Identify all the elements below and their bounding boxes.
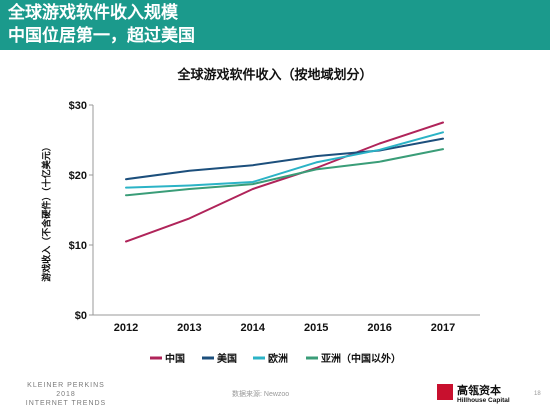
line-chart: $0 $10 $20 $30 2012 2013 2014 2015 2016 2017 中国 美国 欧… — [69, 100, 480, 365]
brand-line-3: INTERNET TRENDS — [25, 400, 107, 407]
x-tick-label: 2016 — [367, 322, 391, 334]
x-tick-label: 2017 — [431, 322, 455, 334]
page-number: 18 — [534, 391, 541, 397]
slide-title-line1: 全球游戏软件收入规模 — [8, 3, 178, 23]
x-tick-label: 2013 — [177, 322, 201, 334]
legend-label-2: 欧洲 — [268, 352, 288, 365]
slide-title-line2: 中国位居第一，超过美国 — [8, 26, 195, 46]
brand-line-1: KLEINER PERKINS — [27, 382, 105, 389]
y-tick-label: $0 — [75, 310, 87, 322]
y-tick-label: $20 — [69, 170, 87, 182]
hillhouse-logo-en: Hillhouse Capital — [457, 397, 510, 404]
series-line-1 — [125, 137, 444, 181]
hillhouse-logo-cn: 高瓴资本 — [457, 384, 501, 397]
series-line-0 — [125, 121, 444, 243]
y-tick-label: $30 — [69, 100, 87, 112]
y-tick-label: $10 — [69, 240, 87, 252]
series-line-2 — [125, 131, 444, 189]
legend-label-0: 中国 — [165, 352, 185, 365]
kleiner-perkins-brand: KLEINER PERKINS 2018 INTERNET TRENDS — [6, 381, 126, 408]
hillhouse-logo-mark — [437, 384, 453, 400]
legend-label-1: 美国 — [217, 352, 237, 365]
x-tick-label: 2012 — [114, 322, 138, 334]
brand-line-2: 2018 — [56, 391, 76, 398]
data-source: 数据来源: Newzoo — [232, 391, 290, 398]
legend-label-3: 亚洲（中国以外） — [321, 352, 401, 365]
series-line-3 — [125, 148, 444, 197]
x-tick-label: 2015 — [304, 322, 328, 334]
x-tick-label: 2014 — [241, 322, 266, 334]
slide-header: 全球游戏软件收入规模 中国位居第一，超过美国 — [0, 0, 550, 50]
chart-title: 全球游戏软件收入（按地域划分） — [177, 68, 373, 83]
